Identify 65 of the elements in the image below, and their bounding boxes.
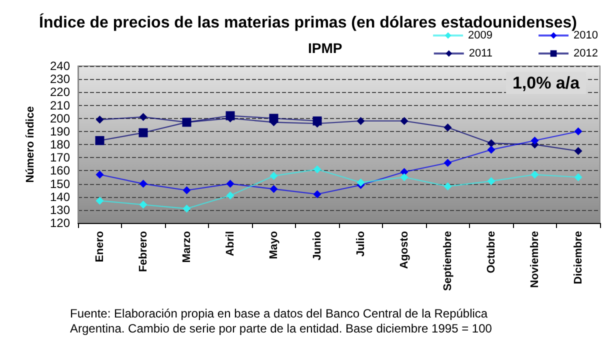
point [138, 128, 148, 138]
point [487, 146, 496, 154]
y-tick-label: 170 [50, 150, 70, 165]
x-tick-label: Marzo [180, 230, 193, 263]
point [139, 113, 148, 122]
x-tick-label: Noviembre [528, 231, 541, 288]
point [574, 173, 582, 182]
y-tick-label: 230 [50, 72, 70, 86]
x-tick-label: Octubre [485, 231, 498, 274]
point [530, 170, 539, 179]
y-tick-label: 150 [50, 176, 70, 191]
x-tick-label: Septiembre [442, 231, 454, 291]
y-tick-label: 240 [50, 59, 70, 73]
point [356, 116, 365, 125]
x-tick-label: Junio [311, 230, 324, 260]
legend-label: 2012 [574, 48, 598, 60]
x-tick-label: Abril [224, 231, 236, 256]
y-tick-label: 200 [50, 111, 70, 126]
legend-label: 2010 [574, 30, 598, 42]
x-tick-label: Julio [354, 230, 367, 257]
y-tick-label: 160 [50, 164, 70, 178]
y-tick-label: 130 [50, 202, 70, 217]
point [182, 204, 191, 213]
x-tick-label: Agosto [398, 230, 410, 269]
legend-label: 2009 [468, 30, 493, 42]
point [487, 139, 496, 148]
x-tick-label: Febrero [137, 230, 150, 272]
point [356, 178, 365, 186]
point [139, 200, 148, 209]
source-note: Fuente: Elaboración propia en base a datos del Banco Central de la República Argentina. Cambio de serie por parte de la entidad. Base diciembre 1995 = 100 [70, 306, 492, 336]
point [400, 173, 408, 182]
point [400, 116, 408, 125]
point [96, 196, 104, 205]
y-tick-label: 120 [50, 216, 70, 230]
y-axis-title: Número índice [24, 106, 36, 183]
point [444, 182, 452, 190]
point [270, 184, 278, 193]
point [96, 116, 104, 124]
legend-label: 2011 [468, 48, 493, 60]
point [313, 165, 322, 174]
point [226, 180, 234, 188]
point [530, 136, 539, 145]
point [487, 177, 496, 186]
point [444, 123, 452, 132]
point [95, 136, 104, 146]
annotation: 1,0% a/a [512, 74, 580, 92]
x-tick-label: Enero [94, 230, 106, 262]
point [182, 186, 191, 194]
chart-title: Índice de precios de las materias primas (en dólares estadounidenses) [39, 12, 577, 32]
point [226, 192, 234, 200]
y-tick-label: 190 [50, 124, 70, 138]
point [574, 147, 582, 156]
chart-subtitle: IPMP [308, 40, 342, 56]
point [139, 180, 148, 188]
point [444, 158, 452, 167]
y-tick-label: 180 [50, 138, 70, 152]
y-tick-label: 220 [50, 85, 70, 100]
point [574, 127, 582, 136]
point [313, 190, 322, 198]
point [96, 170, 104, 179]
y-tick-label: 210 [50, 98, 70, 112]
x-tick-label: Diciembre [572, 231, 584, 284]
y-tick-label: 140 [50, 190, 70, 204]
point [270, 172, 278, 180]
x-tick-label: Mayo [268, 230, 280, 260]
